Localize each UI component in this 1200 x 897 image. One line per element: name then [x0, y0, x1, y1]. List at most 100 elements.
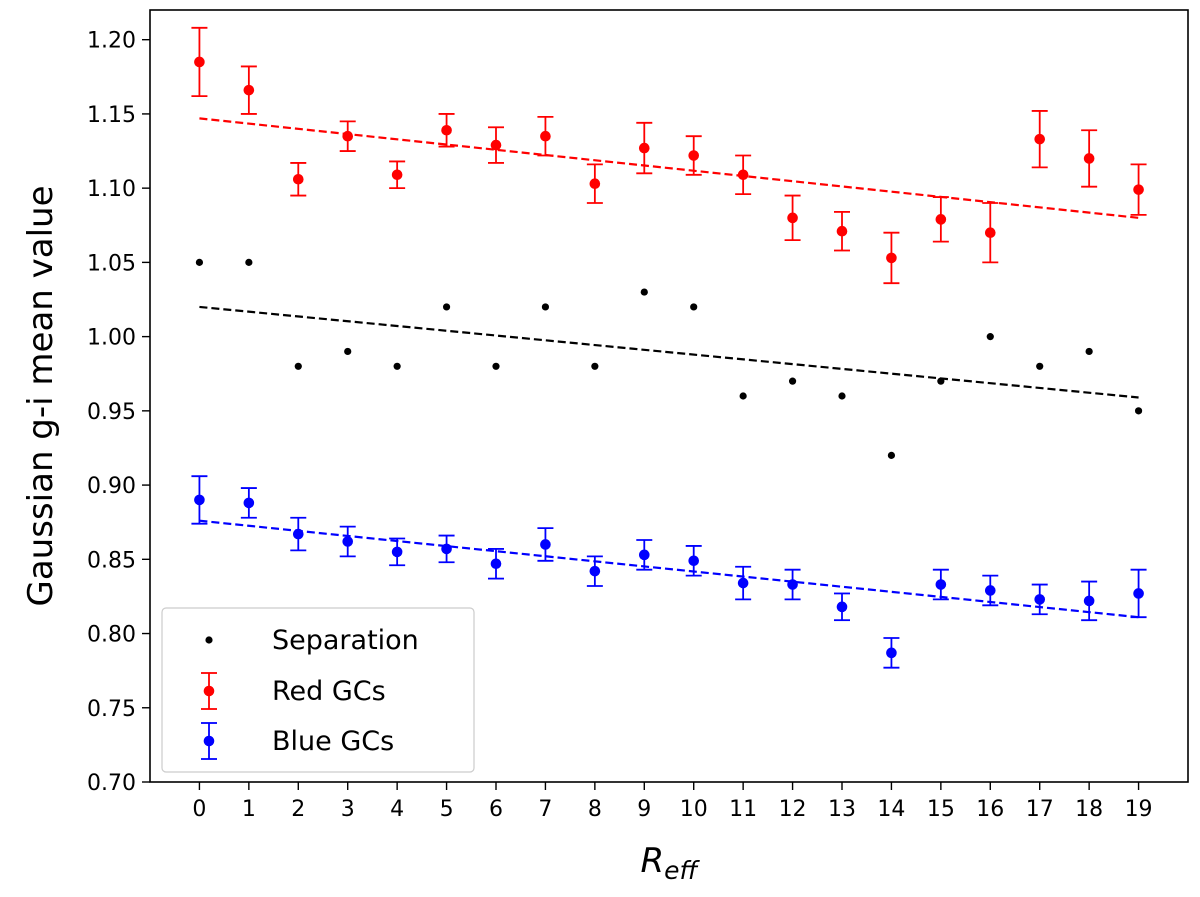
x-tick-label: 2 — [291, 797, 305, 822]
red-gcs-point — [441, 124, 452, 136]
separation-point — [393, 362, 401, 370]
red-gcs-point — [243, 84, 255, 96]
blue-gcs-point — [984, 585, 996, 596]
red-gcs-point — [1034, 133, 1046, 145]
blue-gcs-point — [292, 528, 304, 540]
blue-gcs-point — [1083, 595, 1095, 607]
y-tick-label: 0.90 — [87, 474, 136, 499]
separation-point — [986, 333, 994, 341]
x-axis-title: Reff — [640, 841, 700, 885]
red-gcs-point — [342, 130, 354, 142]
x-tick-label: 4 — [390, 797, 404, 822]
blue-gcs-point — [737, 577, 749, 589]
red-gcs-point — [886, 252, 897, 264]
fit-lines — [199, 117, 1139, 619]
red-gcs-fit-line — [199, 117, 1139, 219]
red-gcs-point — [935, 214, 947, 225]
x-tick-label: 1 — [242, 797, 256, 822]
x-tick-label: 6 — [489, 797, 503, 822]
legend-box — [161, 607, 475, 773]
y-tick-label: 1.20 — [87, 29, 136, 54]
x-tick-label: 8 — [588, 797, 602, 822]
x-axis-title-sub: eff — [664, 856, 700, 885]
blue-gcs-point — [1034, 594, 1046, 605]
separation-point — [1036, 362, 1044, 370]
separation-point — [245, 258, 253, 266]
x-tick-label: 0 — [192, 797, 206, 822]
blue-gcs-point — [688, 555, 700, 567]
x-tick-label: 16 — [976, 797, 1004, 822]
y-tick-label: 1.00 — [87, 326, 136, 351]
blue-gcs-point — [243, 497, 255, 509]
red-gcs-point — [787, 212, 798, 224]
separation-point — [937, 377, 945, 385]
legend-label-red-gcs: Red GCs — [272, 676, 386, 707]
blue-gcs-point — [540, 539, 551, 550]
separation-point — [195, 258, 204, 266]
red-gcs-point — [194, 56, 205, 68]
y-axis: 0.70 0.75 0.80 0.85 0.90 0.95 1.00 1.05 1.10 1.15… — [87, 29, 150, 796]
y-tick-label: 0.75 — [87, 697, 136, 722]
x-tick-label: 15 — [927, 797, 955, 822]
red-gcs-point — [1133, 184, 1144, 195]
y-tick-label: 0.80 — [87, 623, 136, 648]
blue-gcs-point — [935, 579, 947, 590]
separation-point — [640, 288, 648, 296]
red-gcs-point — [984, 227, 996, 238]
separation-point — [344, 347, 352, 356]
y-tick-label: 1.05 — [87, 251, 136, 276]
x-tick-label: 19 — [1125, 797, 1153, 822]
red-gcs-point — [540, 130, 551, 142]
separation-point — [690, 303, 698, 311]
separation-point — [838, 392, 846, 400]
legend-marker-red-gcs — [201, 672, 217, 710]
x-tick-label: 14 — [877, 797, 905, 822]
red-gcs-point — [292, 173, 304, 185]
red-gcs-point — [638, 142, 650, 154]
x-tick-label: 5 — [440, 797, 454, 822]
red-gcs-point — [737, 169, 749, 181]
data-marks — [191, 26, 1147, 669]
legend: Separation Red GCs Blue GCs — [161, 607, 475, 773]
legend-marker-blue-gcs — [201, 722, 217, 760]
blue-gcs-point — [194, 494, 205, 506]
x-tick-label: 18 — [1075, 797, 1103, 822]
red-gcs-point — [490, 139, 502, 151]
y-axis-title: Gaussian g-i mean value — [21, 186, 61, 607]
separation-point — [294, 362, 302, 370]
x-tick-label: 13 — [828, 797, 856, 822]
y-tick-label: 0.70 — [87, 771, 136, 796]
blue-gcs-point — [1133, 588, 1144, 599]
x-axis-title-main: R — [640, 841, 664, 881]
y-tick-label: 1.15 — [87, 103, 136, 128]
legend-marker-separation — [205, 636, 213, 644]
separation-point — [1134, 407, 1143, 415]
red-gcs-point — [589, 178, 601, 189]
red-gcs-point — [836, 225, 848, 237]
separation-fit-line — [199, 305, 1139, 399]
y-tick-label: 0.85 — [87, 548, 136, 573]
separation-point — [887, 451, 896, 459]
x-axis: 0 1 2 3 4 5 6 7 8 9 10 11 12 13 14 15 16 17 18 19 — [192, 782, 1153, 822]
blue-gcs-point — [886, 647, 897, 659]
separation-point — [541, 303, 550, 311]
x-tick-label: 17 — [1026, 797, 1054, 822]
blue-gcs-point — [787, 579, 798, 590]
blue-gcs-point — [836, 601, 848, 613]
x-tick-label: 12 — [779, 797, 807, 822]
separation-point — [739, 392, 747, 400]
blue-gcs-point — [589, 565, 601, 577]
x-tick-label: 9 — [637, 797, 651, 822]
separation-point — [591, 362, 599, 370]
x-tick-label: 7 — [538, 797, 552, 822]
blue-gcs-point — [490, 558, 502, 570]
blue-gcs-point — [342, 536, 354, 547]
legend-label-blue-gcs: Blue GCs — [272, 726, 394, 757]
separation-point — [442, 303, 451, 311]
y-tick-label: 0.95 — [87, 400, 136, 425]
blue-gcs-point — [638, 549, 650, 561]
blue-gcs-point — [441, 543, 452, 555]
separation-point — [1085, 347, 1093, 356]
separation-point — [492, 362, 500, 370]
